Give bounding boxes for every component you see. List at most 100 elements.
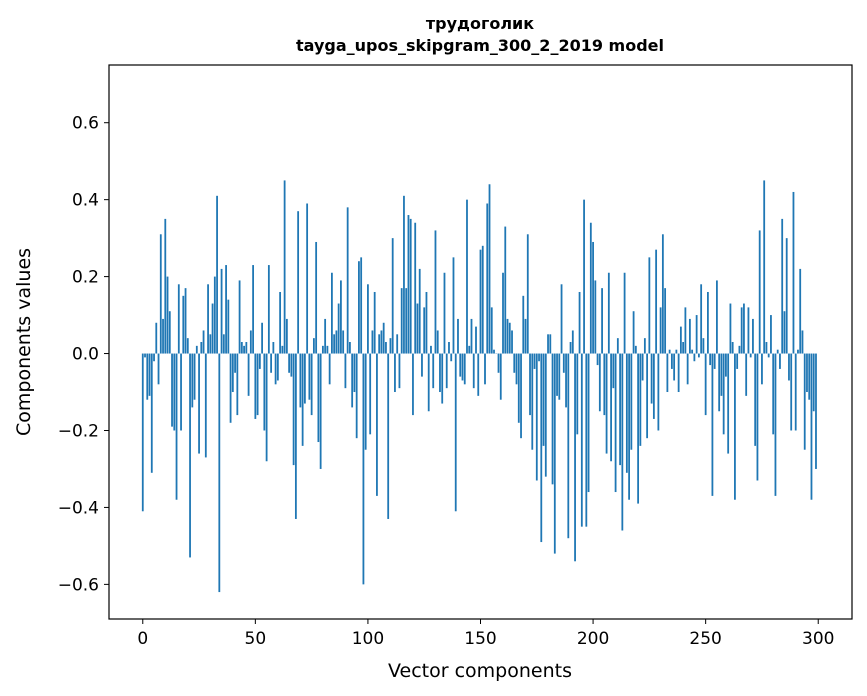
bar-281 [774,353,777,496]
bar-132 [439,353,441,393]
y-tick-label: 0.4 [72,191,99,211]
y-axis-label: Components values [13,248,35,436]
bar-92 [349,342,351,354]
bar-127 [427,353,430,412]
bar-53 [261,322,263,354]
bar-18 [182,295,185,354]
x-tick-label: 50 [245,629,267,649]
x-tick-label: 250 [689,629,721,649]
bar-192 [574,353,576,562]
bar-74 [308,353,311,400]
bar-262 [731,342,734,354]
bar-19 [184,288,187,354]
bar-64 [285,318,288,354]
bar-232 [664,288,667,354]
bar-185 [558,353,561,400]
bar-108 [385,342,387,354]
bar-294 [803,353,806,450]
bar-261 [729,303,732,354]
bar-94 [353,353,356,393]
bar-46 [245,342,248,354]
bar-246 [695,315,698,354]
y-tick-label: −0.2 [58,421,99,441]
bar-277 [765,342,768,354]
bar-161 [504,226,507,354]
bar-210 [614,353,617,493]
bar-95 [355,353,358,439]
bar-68 [294,353,297,519]
bar-150 [479,249,482,354]
bar-286 [785,238,788,354]
bar-73 [306,203,309,354]
bar-146 [470,318,473,354]
bar-35 [220,268,223,354]
bar-20 [186,338,189,354]
bar-98 [362,353,365,585]
bar-244 [691,349,694,354]
bar-66 [290,353,293,377]
bar-254 [713,353,716,369]
bar-159 [499,353,502,400]
x-axis-label: Vector components [388,660,572,682]
bar-119 [409,218,412,354]
bar-198 [587,353,590,493]
bar-258 [722,353,725,435]
bar-48 [249,330,252,354]
bar-29 [207,284,209,354]
bar-248 [700,284,703,354]
x-tick-label: 0 [137,629,148,649]
bar-6 [155,322,158,354]
bar-231 [661,234,664,354]
bar-140 [457,318,459,354]
bar-118 [407,215,410,354]
bar-32 [213,276,216,354]
bar-170 [524,318,527,354]
bar-91 [346,207,349,354]
bar-82 [326,345,329,354]
bar-295 [806,353,808,393]
y-tick-label: −0.6 [58,575,99,595]
bars-group [141,180,817,593]
bar-148 [475,326,477,354]
bar-299 [815,353,817,469]
bar-1 [144,353,146,358]
bar-76 [312,338,315,354]
bar-121 [414,222,417,354]
bar-78 [317,353,320,443]
bar-54 [263,353,266,431]
bar-57 [270,353,273,373]
bar-229 [657,353,660,431]
bar-147 [472,353,475,389]
bar-228 [655,249,658,354]
bar-17 [180,353,182,431]
bar-113 [396,334,399,354]
bar-195 [580,353,583,527]
bar-63 [283,180,286,354]
bar-8 [159,234,162,354]
bar-81 [324,318,327,354]
bar-165 [513,353,516,373]
bar-238 [677,353,680,393]
bar-202 [596,353,599,366]
bar-211 [616,338,619,354]
bar-222 [641,353,644,381]
bar-196 [583,199,585,354]
bar-166 [515,353,518,385]
bar-250 [704,353,707,416]
bar-237 [675,349,678,354]
bar-101 [369,353,372,435]
bar-49 [252,265,254,354]
bar-10 [164,218,167,354]
bar-86 [335,330,338,354]
bar-70 [299,353,302,408]
bar-58 [272,342,275,354]
bar-173 [531,353,534,450]
bar-199 [589,222,592,354]
bar-186 [560,284,563,354]
bar-206 [605,353,608,454]
bar-153 [486,203,489,354]
bar-270 [749,353,752,358]
bar-245 [693,353,696,362]
bar-151 [481,245,484,354]
